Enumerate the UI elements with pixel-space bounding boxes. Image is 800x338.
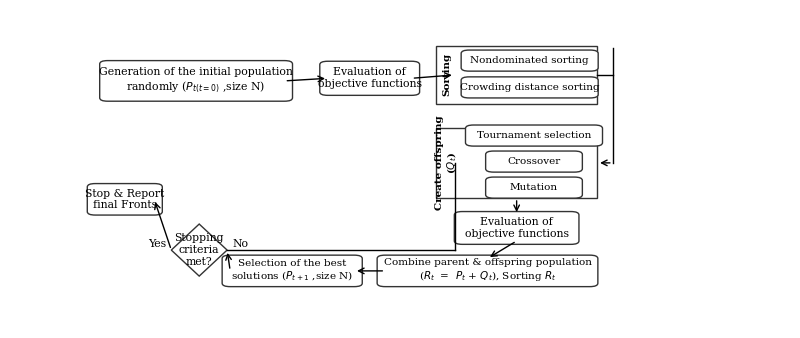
FancyBboxPatch shape (466, 125, 602, 146)
Text: Evaluation of
objective functions: Evaluation of objective functions (318, 68, 422, 89)
Text: Selection of the best
solutions ($P_{t+1}$ ,size N): Selection of the best solutions ($P_{t+1… (231, 259, 354, 283)
Text: Create offspring
($Q_t$): Create offspring ($Q_t$) (435, 116, 459, 210)
FancyBboxPatch shape (486, 151, 582, 172)
FancyBboxPatch shape (377, 255, 598, 287)
Bar (436, 128, 598, 198)
Text: Stopping
criteria
met?: Stopping criteria met? (174, 234, 224, 267)
Text: Nondominated sorting: Nondominated sorting (470, 56, 589, 65)
FancyBboxPatch shape (454, 212, 579, 244)
FancyBboxPatch shape (222, 255, 362, 287)
FancyBboxPatch shape (100, 61, 293, 101)
Text: Crossover: Crossover (507, 157, 561, 166)
Text: Combine parent & offspring population
($R_t$  =  $P_t$ + $Q_t$), Sorting $R_t$: Combine parent & offspring population ($… (383, 258, 591, 283)
Text: Crowding distance sorting: Crowding distance sorting (460, 83, 599, 92)
Text: Yes: Yes (148, 239, 166, 249)
Bar (436, 46, 598, 103)
FancyBboxPatch shape (87, 184, 162, 215)
FancyBboxPatch shape (461, 50, 598, 71)
FancyBboxPatch shape (461, 77, 598, 98)
Text: Sorting: Sorting (442, 53, 452, 96)
Text: Stop & Report
final Fronts: Stop & Report final Fronts (85, 189, 165, 210)
FancyBboxPatch shape (486, 177, 582, 198)
Text: Evaluation of
objective functions: Evaluation of objective functions (465, 217, 569, 239)
Text: Tournament selection: Tournament selection (477, 131, 591, 140)
Text: Generation of the initial population
randomly ($P_{t(t=0)}$ ,size N): Generation of the initial population ran… (99, 67, 293, 95)
FancyBboxPatch shape (320, 61, 420, 95)
Text: No: No (232, 239, 248, 249)
Polygon shape (171, 224, 227, 276)
Text: Mutation: Mutation (510, 183, 558, 192)
